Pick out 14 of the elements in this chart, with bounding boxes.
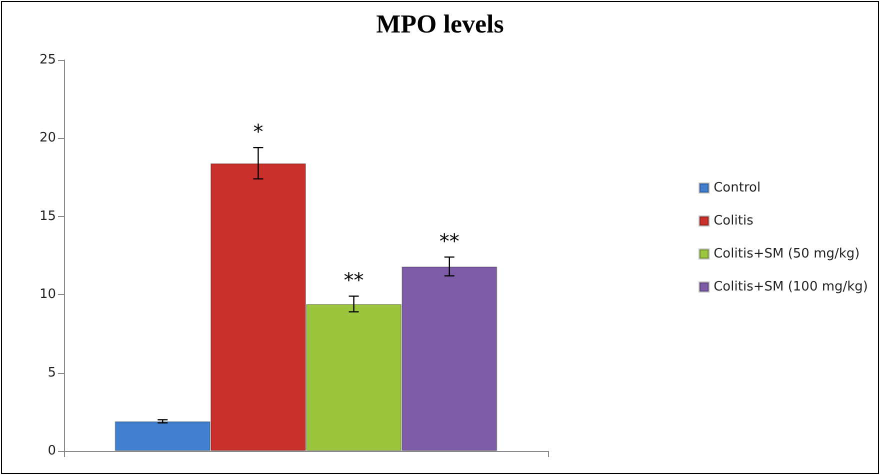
y-tick-label: 20 (39, 130, 56, 146)
y-tick-label: 15 (39, 208, 56, 224)
legend-label: Colitis+SM (50 mg/kg) (714, 246, 860, 262)
legend-label: Control (714, 180, 761, 196)
annotation: ** (344, 268, 364, 292)
annotation: ** (439, 229, 460, 254)
y-tick-label: 0 (48, 444, 56, 458)
y-tick-label: 25 (39, 52, 56, 68)
legend-label: Colitis (714, 214, 754, 228)
y-tick-label: 10 (39, 287, 56, 302)
annotation: * (253, 120, 264, 144)
y-tick-label: 5 (48, 365, 56, 380)
chart-title: MPO levels (376, 10, 504, 38)
legend-label: Colitis+SM (100 mg/kg) (714, 280, 868, 294)
